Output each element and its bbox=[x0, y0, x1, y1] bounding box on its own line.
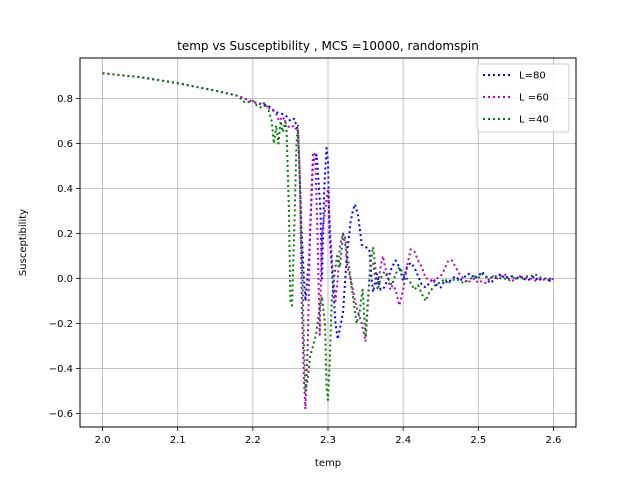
x-tick-label: 2.4 bbox=[395, 435, 411, 446]
chart-title: temp vs Susceptibility , MCS =10000, ran… bbox=[177, 39, 479, 53]
y-tick-label: −0.6 bbox=[49, 409, 73, 420]
y-tick-label: 0.2 bbox=[57, 229, 73, 240]
y-tick-label: −0.4 bbox=[49, 364, 73, 375]
y-tick-label: −0.2 bbox=[49, 319, 73, 330]
legend-box bbox=[476, 63, 570, 133]
grid-lines bbox=[80, 58, 576, 427]
x-tick-label: 2.2 bbox=[245, 435, 261, 446]
x-tick-label: 2.5 bbox=[470, 435, 486, 446]
y-tick-label: 0.4 bbox=[57, 184, 73, 195]
x-tick-label: 2.1 bbox=[170, 435, 186, 446]
legend: L=80 L =60 L =40 bbox=[476, 63, 570, 133]
y-tick-label: 0.0 bbox=[57, 274, 73, 285]
y-tick-label: 0.8 bbox=[57, 94, 73, 105]
axis-ticks: 2.0 2.1 2.2 2.3 2.4 2.5 2.6 −0.6 −0.4 −0.2 0.0 0.2 0… bbox=[49, 94, 562, 446]
legend-label-2: L =60 bbox=[519, 93, 549, 104]
x-tick-label: 2.6 bbox=[546, 435, 562, 446]
x-axis-title: temp bbox=[315, 458, 341, 469]
y-tick-label: 0.6 bbox=[57, 139, 73, 150]
x-tick-label: 2.0 bbox=[95, 435, 111, 446]
y-axis-title: Susceptibility bbox=[18, 209, 29, 276]
series-line-2 bbox=[102, 72, 554, 410]
series-lines bbox=[102, 72, 554, 410]
x-tick-label: 2.3 bbox=[320, 435, 336, 446]
legend-label-3: L =40 bbox=[519, 115, 549, 126]
legend-label-1: L=80 bbox=[519, 71, 546, 82]
